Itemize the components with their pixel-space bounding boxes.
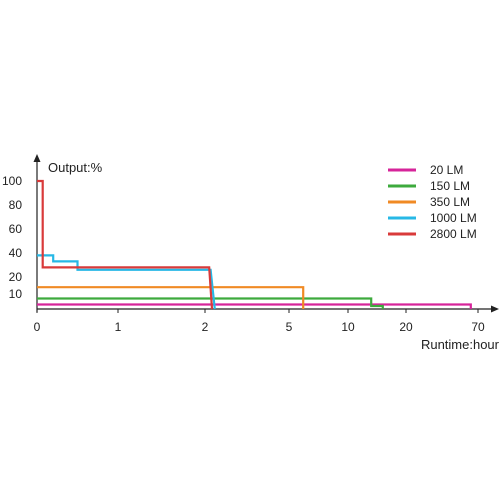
x-tick-label: 70 (471, 320, 485, 334)
x-tick-label: 2 (202, 320, 209, 334)
x-tick-label: 10 (341, 320, 355, 334)
y-ticks: 10 20 40 60 80 100 (2, 174, 22, 301)
series-line-350-lm (37, 286, 305, 309)
series-line-1000-lm (37, 254, 216, 310)
x-tick-label: 1 (115, 320, 122, 334)
legend-label: 150 LM (430, 179, 470, 193)
legend: 20 LM 150 LM 350 LM 1000 LM 2800 LM (388, 163, 477, 241)
series-line-20-lm (37, 303, 472, 309)
legend-label: 20 LM (430, 163, 463, 177)
y-tick-label: 80 (9, 198, 23, 212)
series-line-150-lm (37, 297, 384, 309)
y-tick-label: 10 (9, 287, 23, 301)
legend-label: 350 LM (430, 195, 470, 209)
x-tick-label: 5 (286, 320, 293, 334)
series-lines (37, 179, 472, 310)
x-tick-label: 0 (34, 320, 41, 334)
y-tick-label: 100 (2, 174, 22, 188)
y-axis-arrow (33, 154, 41, 162)
legend-label: 1000 LM (430, 211, 477, 225)
y-axis-title: Output:% (48, 160, 103, 175)
x-tick-label: 20 (399, 320, 413, 334)
x-ticks: 0 1 2 5 10 20 70 (34, 309, 485, 334)
legend-label: 2800 LM (430, 227, 477, 241)
y-tick-label: 60 (9, 222, 23, 236)
y-tick-label: 20 (9, 270, 23, 284)
y-tick-label: 40 (9, 246, 23, 260)
x-axis-arrow (491, 305, 499, 313)
series-line-2800-lm (37, 179, 214, 310)
x-axis-title: Runtime:hour (421, 337, 500, 352)
